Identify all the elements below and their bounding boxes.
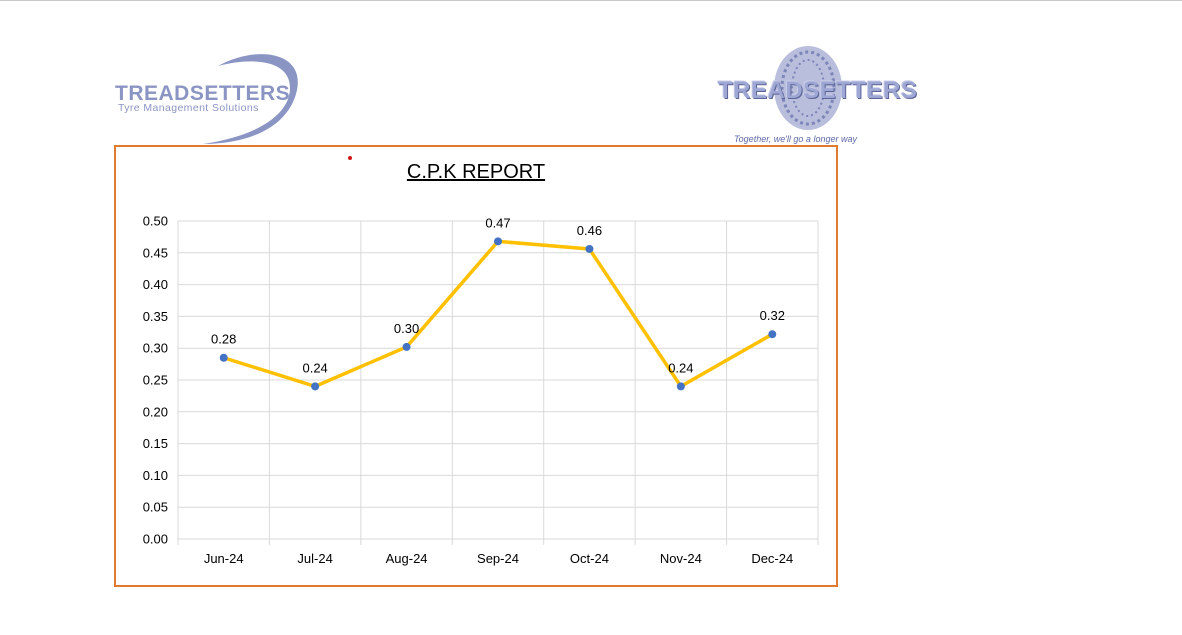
logo-left-title: TREADSETTERS [115,82,291,105]
data-label: 0.46 [577,223,602,238]
data-label: 0.24 [302,360,327,375]
x-tick-label: Oct-24 [570,551,609,566]
x-tick-label: Nov-24 [660,551,702,566]
x-tick-label: Jul-24 [297,551,332,566]
data-label: 0.28 [211,332,236,347]
logo-right-tagline: Together, we'll go a longer way [734,134,857,144]
red-dot-marker [348,156,352,160]
y-tick-label: 0.30 [143,341,168,356]
x-tick-label: Aug-24 [386,551,428,566]
data-point [585,244,594,253]
y-tick-label: 0.20 [143,404,168,419]
data-label: 0.24 [668,360,693,375]
y-tick-label: 0.00 [143,532,168,547]
data-point [768,330,777,339]
logo-right-title: TREADSETTERS [718,77,918,104]
data-label: 0.32 [760,308,785,323]
y-tick-label: 0.50 [143,214,168,229]
x-tick-label: Sep-24 [477,551,519,566]
data-point [676,382,685,391]
y-tick-label: 0.25 [143,373,168,388]
tyre-icon [774,46,842,130]
treadsetters-logo-left: TREADSETTERS Tyre Management Solutions [108,44,308,148]
chart-container: C.P.K REPORT 0.00 0.05 0.10 0.15 0.20 0.25 0.3… [114,145,838,587]
y-tick-label: 0.15 [143,436,168,451]
data-point [494,237,502,246]
y-tick-label: 0.05 [143,500,168,515]
data-label: 0.47 [485,215,510,230]
chart-title: C.P.K REPORT [406,161,546,183]
y-tick-label: 0.35 [143,309,168,324]
y-tick-label: 0.45 [143,245,168,260]
y-tick-label: 0.10 [143,468,168,483]
logo-left-subtitle: Tyre Management Solutions [118,102,259,114]
data-point [311,382,320,391]
top-divider [0,0,1182,1]
data-label: 0.30 [394,321,419,336]
x-tick-label: Jun-24 [204,551,244,566]
treadsetters-logo-right: TREADSETTERS Together, we'll go a longer… [712,44,917,150]
data-point [219,353,228,362]
y-tick-label: 0.40 [143,277,168,292]
swoosh-icon [203,54,298,145]
x-tick-label: Dec-24 [751,551,793,566]
line-chart: 0.00 0.05 0.10 0.15 0.20 0.25 0.30 0.35 0.40 0.45… [143,214,819,566]
data-point [402,342,411,351]
